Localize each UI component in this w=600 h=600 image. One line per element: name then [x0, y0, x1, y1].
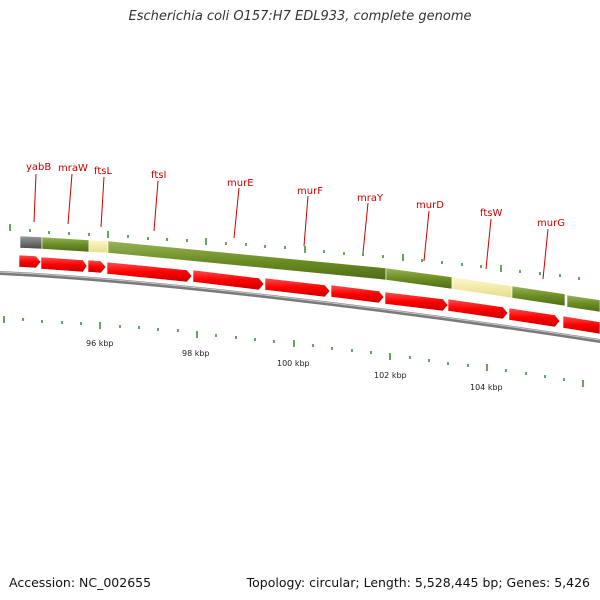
scale-label-100kbp: 100 kbp — [277, 359, 310, 368]
gene-block-ftsW — [451, 276, 513, 299]
cds-arrow — [40, 256, 88, 273]
cds-arrows — [18, 254, 600, 335]
scale-tick-marks — [3, 316, 584, 387]
gene-label-murD: murD — [416, 200, 444, 211]
gene-label-lines — [33, 173, 549, 280]
gene-block-mraW — [41, 236, 90, 253]
gene-label-murG: murG — [537, 218, 565, 229]
scale-label-98kbp: 98 kbp — [182, 349, 210, 358]
genome-backbone-highlight — [0, 271, 600, 341]
cds-arrow — [447, 298, 509, 320]
gene-block-ftsL — [88, 239, 109, 254]
genome-title: Escherichia coli O157:H7 EDL933, complet… — [128, 9, 472, 24]
gene-block-olive-4 — [566, 294, 600, 313]
scale-label-104kbp: 104 kbp — [470, 383, 503, 392]
cds-arrow — [508, 307, 561, 328]
scale-label-102kbp: 102 kbp — [374, 371, 407, 380]
gene-label-ftsI: ftsI — [151, 170, 166, 181]
cds-arrow — [106, 261, 193, 283]
gene-block-olive-3 — [511, 285, 566, 307]
upper-tick-marks — [9, 224, 580, 280]
gene-block-olive-2 — [385, 267, 453, 290]
gene-label-mraW: mraW — [58, 163, 88, 174]
gene-label-ftsW: ftsW — [480, 208, 502, 219]
gene-label-murF: murF — [297, 186, 323, 197]
genome-backbone — [0, 271, 600, 343]
genome-summary-text: Topology: circular; Length: 5,528,445 bp… — [246, 575, 590, 590]
accession-text: Accession: NC_002655 — [9, 575, 152, 590]
cds-arrow — [562, 315, 600, 335]
cds-arrow — [87, 259, 107, 274]
scale-label-96kbp: 96 kbp — [86, 339, 114, 348]
gene-label-murE: murE — [227, 178, 254, 189]
cds-arrow — [192, 269, 265, 291]
cds-arrow — [18, 254, 42, 269]
cds-arrow — [330, 284, 385, 304]
cds-arrow — [264, 277, 331, 298]
gene-label-ftsL: ftsL — [94, 166, 112, 177]
cds-arrow — [384, 291, 449, 312]
scale-labels: 96 kbp 98 kbp 100 kbp 102 kbp 104 kbp — [86, 339, 503, 392]
gene-track — [19, 235, 600, 313]
gene-labels: yabB mraW ftsL ftsI murE murF mraY murD … — [26, 162, 565, 229]
gene-label-mraY: mraY — [357, 193, 384, 204]
gene-block-yabB — [19, 235, 43, 250]
gene-label-yabB: yabB — [26, 162, 51, 173]
